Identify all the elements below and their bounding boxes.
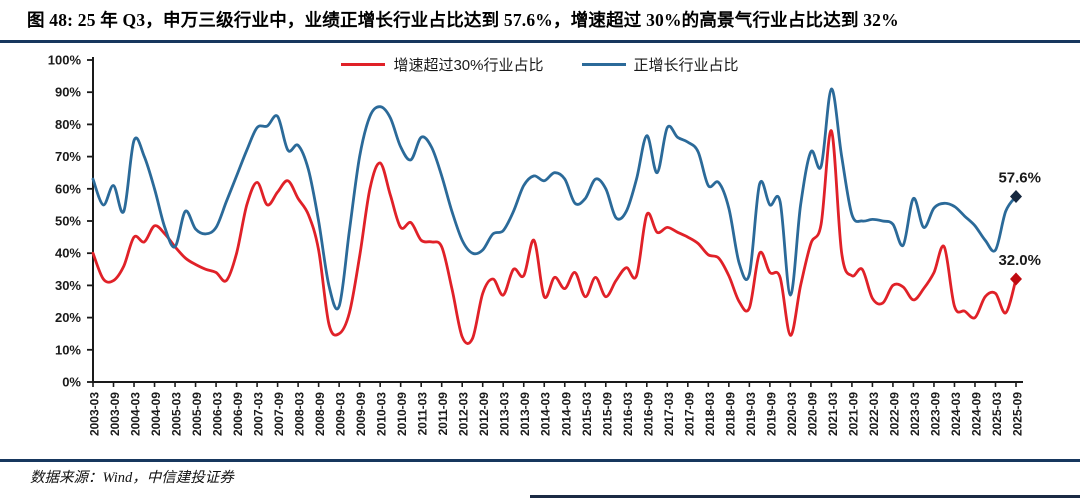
end-marker-1 [1010, 190, 1022, 204]
y-tick-label: 10% [55, 342, 81, 357]
y-tick-label: 50% [55, 214, 81, 229]
x-tick-label: 2014-03 [539, 392, 553, 436]
x-tick-label: 2020-09 [805, 392, 819, 436]
x-tick-label: 2020-03 [785, 392, 799, 436]
footer-divider [0, 459, 1080, 462]
x-tick-label: 2022-03 [867, 392, 881, 436]
x-tick-label: 2007-03 [252, 392, 266, 436]
x-tick-label: 2009-03 [334, 392, 348, 436]
legend-item-growth-over-30: 增速超过30%行业占比 [341, 54, 544, 75]
legend-line-blue-icon [581, 62, 626, 66]
end-value-label-1: 57.6% [998, 170, 1041, 187]
axes [92, 57, 1023, 383]
y-tick-label: 60% [55, 181, 81, 196]
x-tick-label: 2009-09 [354, 392, 368, 436]
x-tick-label: 2012-03 [457, 392, 471, 436]
x-tick-label: 2006-03 [211, 392, 225, 436]
x-tick-label: 2010-09 [395, 392, 409, 436]
x-tick-label: 2021-03 [826, 392, 840, 436]
x-tick-label: 2017-03 [662, 392, 676, 436]
legend-label-growth-over-30: 增速超过30%行业占比 [393, 56, 544, 74]
x-tick-label: 2005-09 [190, 392, 204, 436]
end-marker-0 [1010, 272, 1022, 286]
x-tick-label: 2016-03 [621, 392, 635, 436]
x-tick-label: 2014-09 [559, 392, 573, 436]
series-line-1 [91, 87, 1018, 311]
x-tick-label: 2023-03 [908, 392, 922, 436]
legend-label-positive-growth: 正增长行业占比 [633, 56, 739, 74]
x-tick-label: 2018-03 [703, 392, 717, 436]
x-tick-label: 2023-09 [928, 392, 942, 436]
series-line-0 [91, 129, 1018, 345]
chart-legend: 增速超过30%行业占比 正增长行业占比 [0, 54, 1080, 75]
x-tick-label: 2025-03 [990, 392, 1004, 436]
x-tick-label: 2004-09 [149, 392, 163, 436]
end-value-label-0: 32.0% [998, 252, 1041, 269]
x-tick-label: 2013-03 [498, 392, 512, 436]
page-title: 图 48: 25 年 Q3，申万三级行业中，业绩正增长行业占比达到 57.6%，… [27, 10, 899, 30]
y-tick-label: 20% [55, 310, 81, 325]
x-tick-label: 2019-03 [744, 392, 758, 436]
y-tick-label: 80% [55, 117, 81, 132]
x-tick-label: 2015-09 [600, 392, 614, 436]
x-tick-label: 2006-09 [231, 392, 245, 436]
x-tick-label: 2018-09 [723, 392, 737, 436]
x-tick-label: 2024-09 [969, 392, 983, 436]
x-tick-label: 2024-03 [949, 392, 963, 436]
y-tick-label: 70% [55, 149, 81, 164]
x-tick-label: 2015-03 [580, 392, 594, 436]
y-tick-label: 100% [48, 53, 82, 68]
plot-area: 0% 10% 20% 30% 40% 50% 60% 70% 80% 90% 100% 2003-03… [48, 53, 1041, 437]
x-tick-label: 2013-09 [518, 392, 532, 436]
x-tick-label: 2016-09 [641, 392, 655, 436]
y-tick-label: 90% [55, 85, 81, 100]
x-tick-label: 2003-03 [88, 392, 102, 436]
x-tick-label: 2012-09 [477, 392, 491, 436]
x-tick-label: 2025-09 [1011, 392, 1025, 436]
x-tick-label: 2019-09 [764, 392, 778, 436]
legend-line-red-icon [341, 62, 386, 66]
x-tick-label: 2011-03 [416, 392, 430, 436]
y-tick-label: 0% [62, 375, 81, 390]
data-source-note: 数据来源：Wind，中信建投证券 [30, 470, 234, 486]
x-tick-label: 2021-09 [846, 392, 860, 436]
x-tick-label: 2022-09 [887, 392, 901, 436]
x-tick-label: 2007-09 [272, 392, 286, 436]
x-tick-label: 2010-03 [375, 392, 389, 436]
x-tick-label: 2008-03 [293, 392, 307, 436]
x-tick-label: 2008-09 [313, 392, 327, 436]
title-divider [0, 40, 1080, 43]
x-tick-label: 2017-09 [682, 392, 696, 436]
x-tick-label: 2003-09 [108, 392, 122, 436]
legend-item-positive-growth: 正增长行业占比 [581, 54, 739, 75]
next-section-edge [530, 495, 1080, 498]
x-tick-label: 2004-03 [129, 392, 143, 436]
x-tick-label: 2011-09 [436, 392, 450, 436]
x-tick-label: 2005-03 [170, 392, 184, 436]
y-tick-label: 30% [55, 278, 81, 293]
y-tick-label: 40% [55, 246, 81, 261]
